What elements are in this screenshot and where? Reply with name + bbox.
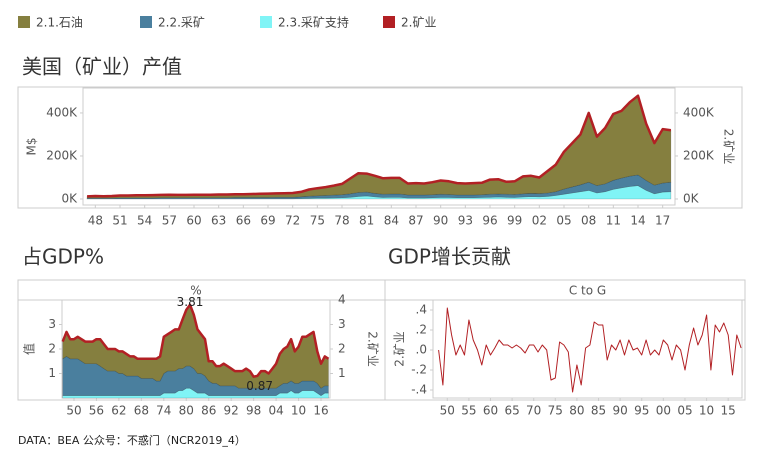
y2-tick-label: 200K [683, 148, 715, 162]
plot-frame [432, 299, 743, 399]
line [87, 94, 672, 198]
x-tick-label: 74 [156, 404, 171, 418]
legend-label: 2.2.采矿 [158, 16, 205, 30]
x-tick-label: 50 [440, 404, 455, 418]
header-band [384, 279, 746, 301]
x-tick-label: 72 [285, 214, 300, 228]
y-tick-label: .2 [416, 323, 427, 337]
y-tick-label: .0 [416, 343, 427, 357]
x-tick-label: 69 [260, 214, 275, 228]
x-tick-label: 48 [88, 214, 103, 228]
x-tick-label: 10 [291, 404, 306, 418]
x-tick-label: 60 [186, 214, 201, 228]
chart-title: 占GDP% [22, 245, 104, 269]
x-tick-label: 00 [656, 404, 671, 418]
x-tick-label: 57 [162, 214, 177, 228]
x-tick-label: 55 [461, 404, 476, 418]
x-tick-label: 04 [268, 404, 283, 418]
y-tick-label: 3 [48, 317, 56, 331]
y2-tick-label: 3 [338, 317, 346, 331]
legend-label: 2.1.石油 [36, 16, 83, 30]
x-tick-label: 80 [569, 404, 584, 418]
x-tick-label: 98 [246, 404, 261, 418]
legend-swatch [383, 16, 395, 28]
x-tick-label: 15 [721, 404, 736, 418]
x-tick-label: 62 [111, 404, 126, 418]
y-axis-label: 2.矿业 [393, 331, 407, 366]
y-tick-label: 400K [46, 105, 78, 119]
x-tick-label: 65 [504, 404, 519, 418]
y2-tick-label: 400K [683, 105, 715, 119]
x-tick-label: 81 [359, 214, 374, 228]
y2-tick-label: 0K [683, 191, 700, 205]
data-label: 3.81 [177, 295, 204, 309]
x-tick-label: 87 [408, 214, 423, 228]
x-tick-label: 99 [507, 214, 522, 228]
x-tick-label: 96 [482, 214, 497, 228]
y2-axis-label: 2.矿业 [366, 331, 380, 366]
y-axis-label: M$ [25, 138, 39, 156]
x-tick-label: 16 [313, 404, 328, 418]
x-tick-label: 02 [532, 214, 547, 228]
chart-title: GDP增长贡献 [388, 245, 511, 269]
x-tick-label: 80 [179, 404, 194, 418]
legend-label: 2.矿业 [401, 16, 436, 30]
y2-tick-label: 2 [338, 342, 346, 356]
legend-label: 2.3.采矿支持 [278, 15, 349, 30]
area [86, 95, 672, 199]
x-tick-label: 85 [591, 404, 606, 418]
x-tick-label: 11 [606, 214, 621, 228]
y-tick-label: -.2 [411, 363, 427, 377]
line [61, 303, 330, 378]
legend-swatch [260, 16, 272, 28]
x-tick-label: 95 [634, 404, 649, 418]
x-tick-label: 70 [526, 404, 541, 418]
plot-frame [82, 87, 676, 206]
x-tick-label: 14 [630, 214, 645, 228]
x-tick-label: 90 [433, 214, 448, 228]
chart-frame [17, 86, 743, 209]
x-tick-label: 51 [112, 214, 127, 228]
x-tick-label: 93 [458, 214, 473, 228]
y2-axis-label: 2.矿业 [722, 129, 736, 164]
chart-subtitle: C to G [569, 284, 606, 298]
x-tick-label: 05 [677, 404, 692, 418]
x-tick-label: 68 [134, 404, 149, 418]
line [438, 307, 742, 393]
x-tick-label: 66 [236, 214, 251, 228]
x-tick-label: 78 [334, 214, 349, 228]
y-tick-label: 1 [48, 366, 56, 380]
footer: DATA：BEA 公众号：不惑门（NCR2019_4） [18, 433, 246, 447]
x-tick-label: 08 [581, 214, 596, 228]
x-tick-label: 92 [224, 404, 239, 418]
y-tick-label: .4 [416, 303, 427, 317]
y-tick-label: -.4 [411, 383, 427, 397]
y-axis-label: 值 [22, 343, 37, 355]
y2-tick-label: 4 [338, 293, 346, 307]
legend-swatch [18, 16, 30, 28]
x-tick-label: 63 [211, 214, 226, 228]
y-tick-label: 2 [48, 342, 56, 356]
data-label: 0.87 [246, 379, 273, 393]
x-tick-label: 60 [483, 404, 498, 418]
x-tick-label: 10 [699, 404, 714, 418]
x-tick-label: 86 [201, 404, 216, 418]
chart-subtitle: % [190, 284, 201, 298]
chart-title: 美国（矿业）产值 [22, 55, 182, 79]
legend-swatch [140, 16, 152, 28]
y-tick-label: 200K [46, 148, 78, 162]
y-tick-label: 0K [61, 191, 78, 205]
x-tick-label: 05 [556, 214, 571, 228]
x-tick-label: 75 [548, 404, 563, 418]
x-tick-label: 56 [89, 404, 104, 418]
x-tick-label: 54 [137, 214, 152, 228]
x-tick-label: 90 [612, 404, 627, 418]
x-tick-label: 17 [655, 214, 670, 228]
x-tick-label: 84 [384, 214, 399, 228]
x-tick-label: 50 [66, 404, 81, 418]
y2-tick-label: 1 [338, 366, 346, 380]
x-tick-label: 75 [310, 214, 325, 228]
